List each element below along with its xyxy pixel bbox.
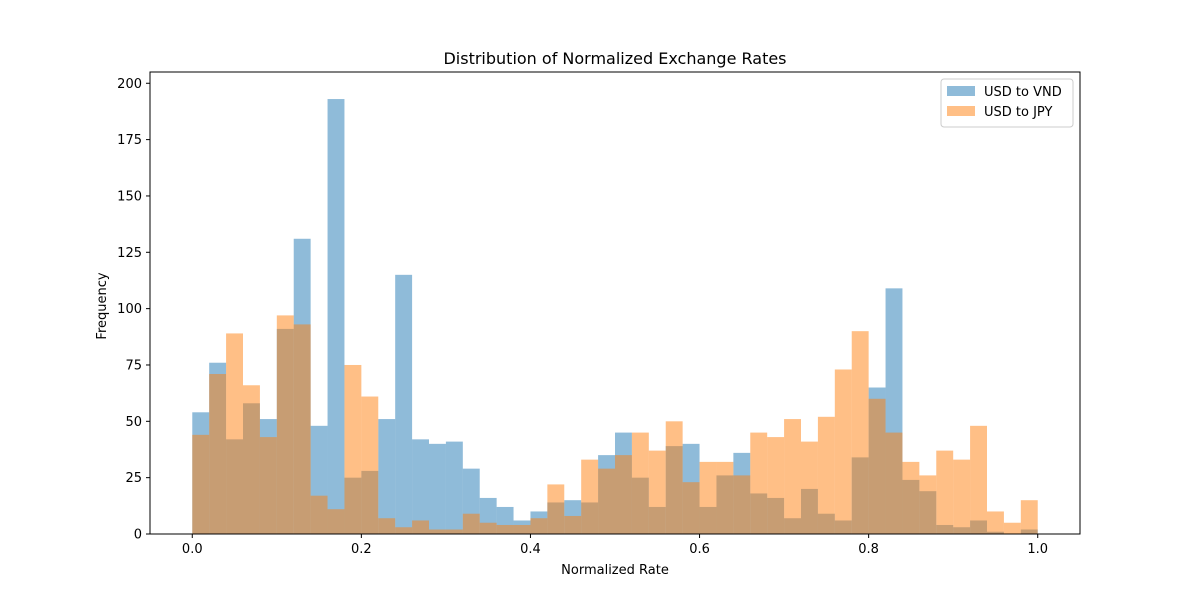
histogram-bar bbox=[412, 520, 429, 534]
histogram-bar bbox=[226, 333, 243, 534]
histogram-bar bbox=[344, 364, 362, 534]
histogram-bar bbox=[868, 398, 886, 534]
histogram-bar bbox=[817, 416, 835, 534]
x-tick-label: 0.0 bbox=[182, 542, 203, 557]
histogram-bar bbox=[851, 331, 869, 534]
legend-swatch bbox=[947, 86, 975, 96]
axes-frame bbox=[149, 71, 1081, 535]
histogram-bar bbox=[327, 99, 345, 535]
histogram-bar bbox=[970, 425, 987, 534]
legend: USD to VND USD to JPY bbox=[940, 78, 1074, 128]
histogram-bar bbox=[1020, 500, 1038, 534]
histogram-bar bbox=[547, 484, 565, 534]
histogram-bar bbox=[953, 459, 971, 534]
histogram-bar bbox=[192, 434, 210, 534]
histogram-bar bbox=[919, 475, 937, 534]
y-tick-label: 0 bbox=[134, 528, 142, 543]
histogram-bar bbox=[902, 461, 920, 534]
y-tick-label: 25 bbox=[125, 471, 142, 486]
legend-label: USD to JPY bbox=[984, 105, 1052, 120]
y-tick-label: 175 bbox=[117, 133, 142, 148]
x-tick-label: 0.8 bbox=[858, 542, 879, 557]
series-usd-to-jpy bbox=[192, 315, 1038, 534]
x-tick-label: 0.6 bbox=[689, 542, 710, 557]
x-tick-label: 0.4 bbox=[520, 542, 541, 557]
histogram-bar bbox=[513, 524, 531, 534]
histogram-bar bbox=[429, 529, 446, 534]
histogram-bar bbox=[445, 441, 463, 534]
histogram-bar bbox=[885, 432, 903, 534]
y-tick-label: 100 bbox=[117, 302, 142, 317]
y-tick-label: 75 bbox=[125, 358, 142, 373]
histogram-bar bbox=[310, 495, 328, 534]
histogram-bar bbox=[987, 511, 1004, 534]
histogram-bar bbox=[936, 450, 954, 534]
histogram-bar bbox=[496, 524, 514, 534]
legend-label: USD to VND bbox=[984, 85, 1062, 100]
histogram-bar bbox=[429, 443, 446, 534]
histogram-bar bbox=[276, 315, 294, 534]
plot-area: 0.0 0.2 0.4 0.6 0.8 1.0 0 25 50 75 100 125 150 175 200 bbox=[117, 71, 1081, 557]
y-tick-label: 50 bbox=[125, 415, 142, 430]
histogram-bar bbox=[259, 437, 277, 534]
y-axis-label: Frequency bbox=[95, 272, 110, 339]
histogram-bar bbox=[395, 527, 413, 534]
x-tick-label: 0.2 bbox=[351, 542, 372, 557]
histogram-bar bbox=[750, 432, 768, 534]
chart-title: Distribution of Normalized Exchange Rate… bbox=[443, 49, 786, 68]
histogram-bar bbox=[1003, 522, 1021, 534]
histogram-bar bbox=[412, 439, 429, 534]
histogram-bar bbox=[598, 468, 615, 534]
histogram-bar bbox=[395, 274, 413, 534]
histogram-bar bbox=[361, 396, 379, 534]
histogram-bar bbox=[767, 437, 785, 534]
histogram-bar bbox=[530, 518, 548, 534]
histogram-bar bbox=[716, 461, 734, 534]
histogram-bar bbox=[293, 324, 311, 534]
histogram-bar bbox=[834, 369, 852, 534]
histogram-bar bbox=[733, 475, 751, 534]
y-tick-label: 200 bbox=[117, 77, 142, 92]
histogram-bar bbox=[479, 522, 497, 534]
histogram-bar bbox=[648, 450, 666, 534]
histogram-bar bbox=[378, 419, 396, 534]
histogram-bar bbox=[209, 373, 227, 534]
histogram-bar bbox=[445, 529, 463, 534]
x-tick-label: 1.0 bbox=[1027, 542, 1048, 557]
histogram-bar bbox=[378, 518, 396, 534]
legend-swatch bbox=[947, 106, 975, 116]
histogram-bar bbox=[243, 385, 260, 534]
y-tick-label: 150 bbox=[117, 189, 142, 204]
y-tick-label: 125 bbox=[117, 246, 142, 261]
histogram-bar bbox=[462, 513, 480, 534]
histogram-bar bbox=[581, 459, 599, 534]
histogram-bar bbox=[699, 461, 717, 534]
histogram-bar bbox=[615, 455, 632, 534]
histogram-bar bbox=[665, 421, 683, 534]
histogram-bar bbox=[784, 419, 801, 534]
histogram-bar bbox=[801, 441, 818, 534]
histogram-bar bbox=[327, 509, 345, 534]
x-axis-label: Normalized Rate bbox=[561, 563, 669, 578]
histogram-bar bbox=[682, 482, 700, 534]
histogram-bar bbox=[631, 432, 649, 534]
histogram-bar bbox=[564, 515, 582, 534]
